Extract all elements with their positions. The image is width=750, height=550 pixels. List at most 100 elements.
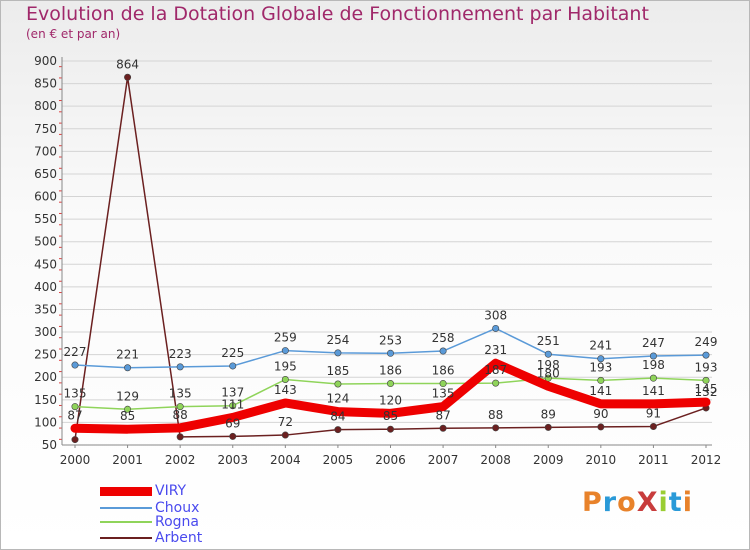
- point-choux: [281, 347, 289, 355]
- y-tick-label: 600: [34, 190, 57, 204]
- data-label-viry: 111: [221, 397, 244, 411]
- y-tick-label: 550: [34, 212, 57, 226]
- data-labels: 864 69 72 84 85 87 88 89 90 91 135 129 135 137 195 185 1…: [64, 57, 718, 430]
- y-tick-label: 400: [34, 280, 57, 294]
- point-arbent: [124, 73, 132, 81]
- y-tick-label: 800: [34, 99, 57, 113]
- data-label-arbent: 91: [646, 406, 661, 420]
- x-tick-label: 2012: [691, 453, 722, 467]
- data-label-choux: 221: [116, 348, 139, 362]
- data-label-choux: 253: [379, 333, 402, 347]
- point-choux: [176, 363, 184, 371]
- proxiti-logo: ProXiti: [582, 487, 693, 518]
- point-arbent: [492, 424, 500, 432]
- data-label-rogna: 135: [64, 387, 87, 401]
- y-tick-label: 700: [34, 144, 57, 158]
- point-rogna: [544, 374, 552, 382]
- data-label-choux: 225: [221, 346, 244, 360]
- point-choux: [334, 349, 342, 357]
- y-tick-label: 250: [34, 348, 57, 362]
- data-label-viry: 141: [642, 384, 665, 398]
- point-rogna: [386, 380, 394, 388]
- y-tick-label: 900: [34, 54, 57, 68]
- point-arbent: [386, 425, 394, 433]
- data-label-viry: 180: [537, 366, 560, 380]
- data-label-viry: 145: [695, 382, 718, 396]
- y-tick-label: 450: [34, 257, 57, 271]
- legend-item-viry: VIRY: [100, 483, 186, 499]
- point-rogna: [176, 403, 184, 411]
- point-choux: [71, 361, 79, 369]
- y-grid: [62, 60, 712, 446]
- data-label-rogna: 193: [695, 360, 718, 374]
- legend-swatch-choux: [100, 507, 152, 509]
- point-choux: [439, 347, 447, 355]
- point-rogna: [281, 375, 289, 383]
- data-label-arbent: 69: [225, 416, 240, 430]
- x-tick-label: 2007: [428, 453, 459, 467]
- data-label-viry: 124: [326, 392, 349, 406]
- point-rogna: [702, 376, 710, 384]
- point-rogna: [492, 379, 500, 387]
- point-rogna: [649, 374, 657, 382]
- x-tick-label: 2004: [270, 453, 301, 467]
- x-tick-label: 2011: [638, 453, 669, 467]
- legend-item-rogna: Rogna: [100, 514, 199, 530]
- data-label-arbent: 90: [593, 407, 608, 421]
- logo-letter: i: [658, 487, 669, 518]
- series-line-viry: [70, 358, 711, 434]
- point-choux: [492, 324, 500, 332]
- point-rogna: [71, 403, 79, 411]
- point-arbent: [544, 423, 552, 431]
- data-label-viry: 120: [379, 393, 402, 407]
- y-tick-label: 200: [34, 370, 57, 384]
- point-rogna: [334, 380, 342, 388]
- legend-swatch-rogna: [100, 521, 152, 523]
- y-tick-label: 650: [34, 167, 57, 181]
- data-label-rogna: 193: [589, 360, 612, 374]
- legend-label-rogna: Rogna: [155, 514, 200, 530]
- data-label-viry: 135: [432, 387, 455, 401]
- point-arbent: [281, 431, 289, 439]
- y-tick-label: 750: [34, 122, 57, 136]
- legend-label-viry: VIRY: [155, 483, 187, 499]
- y-tick-label: 500: [34, 235, 57, 249]
- point-arbent: [229, 432, 237, 440]
- data-label-arbent: 864: [116, 57, 139, 71]
- point-choux: [649, 352, 657, 360]
- data-label-arbent: 85: [383, 409, 398, 423]
- legend-label-arbent: Arbent: [155, 530, 203, 546]
- x-tick-label: 2009: [533, 453, 564, 467]
- x-tick-label: 2000: [60, 453, 91, 467]
- data-label-choux: 259: [274, 331, 297, 345]
- point-rogna: [439, 380, 447, 388]
- y-tick-label: 350: [34, 302, 57, 316]
- x-tick-label: 2003: [217, 453, 248, 467]
- data-label-viry: 87: [67, 408, 82, 422]
- x-tick-label: 2005: [323, 453, 354, 467]
- y-tick-label: 150: [34, 393, 57, 407]
- point-arbent: [597, 423, 605, 431]
- x-tick-label: 2006: [375, 453, 406, 467]
- chart-subtitle: (en € et par an): [26, 27, 121, 41]
- data-label-viry: 231: [484, 343, 507, 357]
- point-arbent: [439, 424, 447, 432]
- x-tick-label: 2002: [165, 453, 196, 467]
- data-label-choux: 258: [432, 331, 455, 345]
- data-label-rogna: 186: [379, 364, 402, 378]
- data-label-viry: 143: [274, 383, 297, 397]
- data-label-arbent: 89: [541, 407, 556, 421]
- series-lines: [70, 73, 711, 444]
- logo-letter: o: [617, 487, 637, 518]
- y-tick-label: 100: [34, 415, 57, 429]
- data-label-rogna: 137: [221, 386, 244, 400]
- logo-letter: r: [602, 487, 618, 518]
- point-arbent: [334, 426, 342, 434]
- axes: 50 100 150 200 250 300 350 400 450 500 550 600 650 70…: [34, 54, 721, 467]
- y-tick-label: 850: [34, 77, 57, 91]
- x-tick-label: 2008: [480, 453, 511, 467]
- data-label-viry: 85: [120, 409, 135, 423]
- data-label-choux: 227: [64, 345, 87, 359]
- data-label-arbent: 132: [695, 385, 718, 399]
